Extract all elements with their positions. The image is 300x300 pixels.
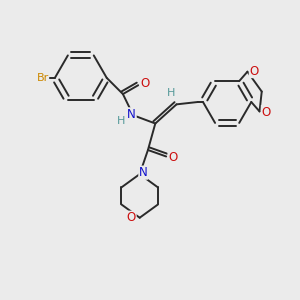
Text: O: O <box>168 152 177 164</box>
Text: Br: Br <box>36 73 49 83</box>
Text: O: O <box>140 77 149 90</box>
Text: O: O <box>127 211 136 224</box>
Text: N: N <box>128 108 136 121</box>
Text: O: O <box>249 64 259 78</box>
Text: H: H <box>167 88 176 98</box>
Text: N: N <box>139 166 148 179</box>
Text: O: O <box>261 106 271 118</box>
Text: H: H <box>117 116 125 126</box>
